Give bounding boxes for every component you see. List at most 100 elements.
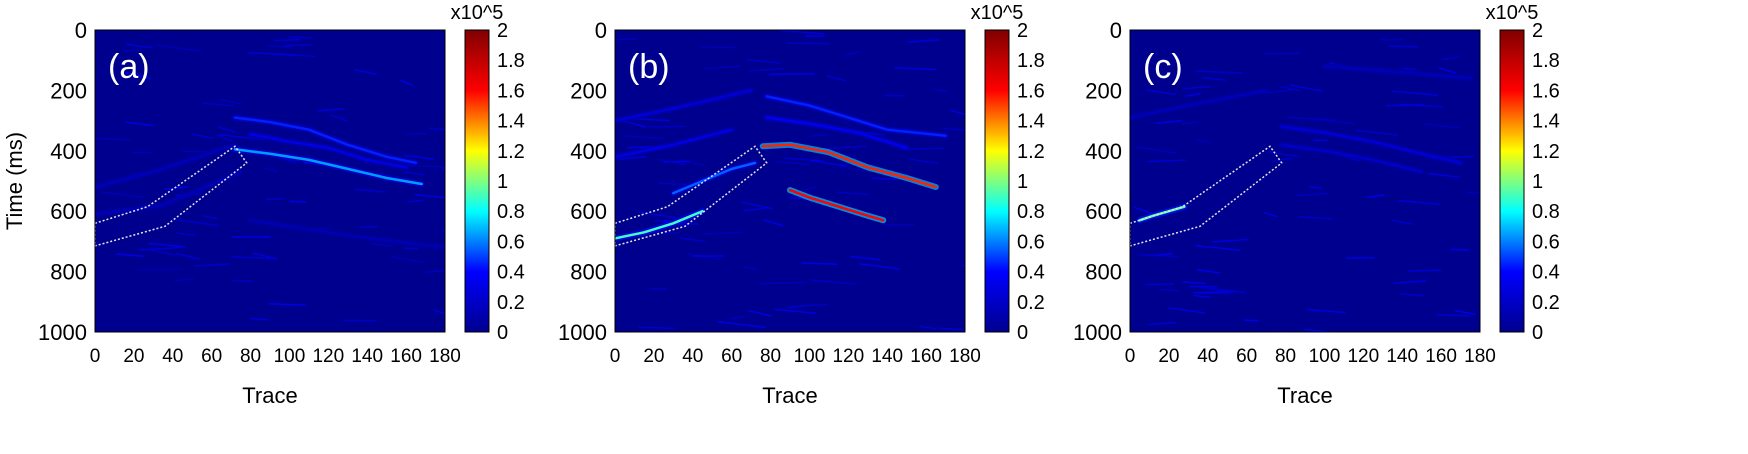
- colorbar-tick-label: 0.4: [497, 262, 525, 284]
- background-speckle: [283, 43, 313, 47]
- background-speckle: [1136, 253, 1179, 258]
- y-tick-label: 800: [50, 260, 87, 285]
- background-speckle: [617, 38, 638, 41]
- y-tick-label: 0: [75, 18, 87, 43]
- colorbar-tick-label: 0: [1017, 322, 1028, 344]
- colorbar-tick-label: 1.2: [497, 141, 525, 163]
- colorbar-tick-label: 0.2: [1532, 292, 1560, 314]
- y-tick-label: 400: [570, 139, 607, 164]
- background-speckle: [1441, 56, 1460, 61]
- x-tick-label: 0: [1125, 346, 1136, 367]
- background-speckle: [359, 225, 378, 228]
- background-speckle: [252, 252, 278, 260]
- background-speckle: [623, 120, 646, 128]
- background-speckle: [1401, 67, 1418, 71]
- background-speckle: [909, 158, 939, 164]
- x-tick-label: 140: [351, 346, 383, 367]
- event-core: [1323, 64, 1472, 80]
- background-speckle: [440, 167, 445, 172]
- panel-label: (a): [108, 48, 150, 86]
- x-tick-label: 0: [610, 346, 621, 367]
- background-speckle: [826, 75, 846, 82]
- heatmap-panel: (b)0 20 40 60 80 100 120 140 160 180Trace02004006…: [558, 2, 1045, 408]
- event-core: [788, 188, 885, 222]
- background-speckle: [428, 127, 445, 131]
- background-speckle: [1195, 70, 1243, 74]
- colorbar-tick-label: 2: [1017, 20, 1028, 42]
- background-speckle: [932, 88, 948, 93]
- background-speckle: [748, 67, 785, 72]
- reflection-events: [615, 30, 965, 331]
- background-speckle: [1263, 212, 1278, 218]
- background-speckle: [1296, 192, 1329, 197]
- colorbar-tick-label: 0.8: [1532, 201, 1560, 223]
- plot-frame: [94, 29, 446, 333]
- event-core: [233, 148, 423, 186]
- background-speckle: [264, 167, 279, 173]
- background-speckle: [231, 255, 272, 260]
- colorbar-scale-label: x10^5: [1486, 2, 1539, 24]
- heatmap-panel: (a)0 20 40 60 80 100 120 140 160 180Trace02004006…: [2, 2, 525, 408]
- background-speckle: [1194, 139, 1211, 143]
- background-speckle: [274, 38, 302, 42]
- y-tick-label: 600: [1085, 199, 1122, 224]
- background-speckle: [937, 327, 963, 331]
- x-tick-label: 80: [760, 346, 781, 367]
- event-core: [761, 143, 938, 189]
- event-core: [615, 209, 704, 240]
- background-speckle: [1195, 245, 1241, 252]
- x-axis-label: Trace: [762, 383, 817, 408]
- y-tick-label: 400: [1085, 139, 1122, 164]
- colorbar-tick-label: 0.8: [497, 201, 525, 223]
- colorbar-tick-label: 1.4: [497, 111, 525, 133]
- background-speckle: [96, 137, 131, 141]
- background-speckle: [1200, 286, 1247, 294]
- background-speckle: [1181, 121, 1199, 125]
- background-speckle: [679, 237, 706, 242]
- background-speckle: [729, 315, 746, 320]
- event-core: [615, 89, 753, 122]
- background-speckle: [742, 207, 767, 212]
- y-tick-label: 0: [1110, 18, 1122, 43]
- background-speckle: [403, 247, 419, 250]
- colorbar: [984, 29, 1010, 333]
- colorbar-tick-label: 1.2: [1017, 141, 1045, 163]
- background-speckle: [773, 308, 817, 314]
- background-speckle: [202, 215, 219, 220]
- colorbar-tick-label: 0.6: [497, 231, 525, 253]
- background-speckle: [1407, 269, 1442, 272]
- background-speckle: [1399, 292, 1425, 297]
- panel-label: (b): [628, 48, 670, 86]
- background-speckle: [218, 98, 243, 105]
- background-speckle: [193, 263, 230, 267]
- colorbar-tick-label: 0.2: [497, 292, 525, 314]
- event-core: [95, 143, 237, 189]
- y-tick-label: 1000: [38, 320, 87, 345]
- colorbar-tick-label: 1: [497, 171, 508, 193]
- background-speckle: [858, 263, 900, 270]
- y-tick-label: 200: [50, 78, 87, 103]
- y-tick-label: 1000: [1073, 320, 1122, 345]
- y-axis-label: Time (ms): [2, 132, 27, 230]
- background-speckle: [748, 310, 772, 317]
- background-speckle: [425, 269, 445, 274]
- background-speckle: [174, 277, 194, 282]
- plot-frame: [614, 29, 966, 333]
- x-tick-label: 100: [794, 346, 826, 367]
- plot-frame: [1129, 29, 1481, 333]
- x-tick-label: 100: [1309, 346, 1341, 367]
- background-speckle: [758, 281, 807, 285]
- colorbar-tick-label: 0.8: [1017, 201, 1045, 223]
- x-tick-label: 160: [390, 346, 422, 367]
- background-speckle: [746, 58, 781, 64]
- event-core: [1280, 143, 1423, 174]
- background-speckle: [1436, 314, 1471, 317]
- event-core: [249, 132, 408, 169]
- colorbar-tick-label: 1.6: [1532, 80, 1560, 102]
- background-speckle: [1438, 66, 1456, 74]
- x-tick-label: 60: [1236, 346, 1257, 367]
- background-speckle: [433, 309, 445, 315]
- background-speckle: [1390, 219, 1413, 225]
- background-speckle: [329, 114, 349, 122]
- background-speckle: [1182, 281, 1206, 285]
